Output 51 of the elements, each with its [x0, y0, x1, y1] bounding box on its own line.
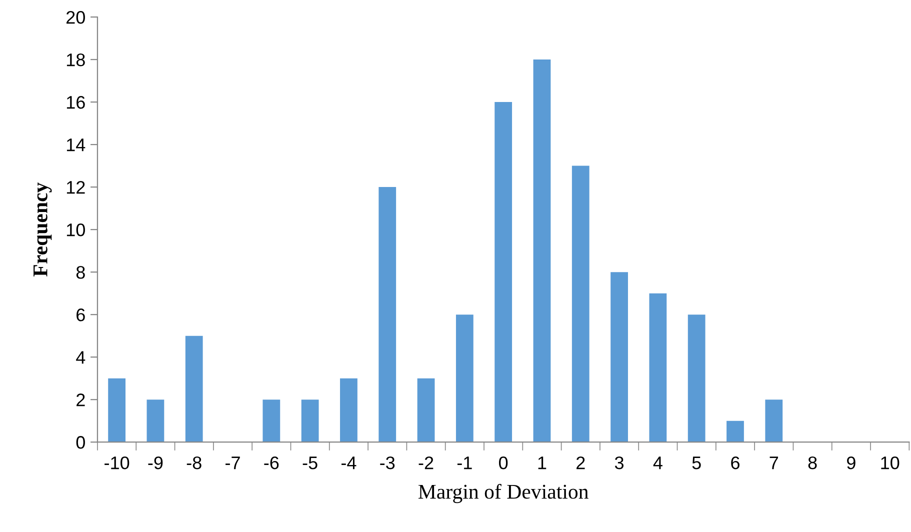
bar [262, 400, 280, 442]
y-axis-title: Frequency [34, 182, 52, 276]
y-tick-label: 6 [76, 308, 85, 322]
bar [494, 102, 512, 442]
y-tick-label: 0 [76, 436, 85, 449]
bar [649, 293, 667, 442]
bar [417, 378, 435, 442]
x-tick-label: -7 [226, 456, 240, 470]
x-tick-label: 5 [692, 456, 701, 470]
bar [378, 187, 396, 442]
bar [146, 400, 164, 442]
x-tick-label: 0 [499, 456, 508, 470]
y-tick-label: 12 [66, 180, 85, 194]
bar [765, 400, 783, 442]
x-tick-label: -10 [104, 456, 130, 470]
x-tick-label: 10 [881, 456, 900, 470]
y-tick-label: 14 [66, 138, 86, 152]
x-tick-label: -8 [186, 456, 202, 470]
bar [185, 336, 203, 442]
bar [456, 314, 474, 442]
y-tick-label: 8 [76, 266, 85, 279]
x-tick-label: 8 [808, 456, 817, 470]
x-tick-label: 7 [770, 456, 778, 470]
x-tick-label: -5 [302, 456, 318, 470]
x-tick-label: 4 [653, 456, 662, 470]
bar [572, 166, 590, 442]
bar [533, 60, 551, 442]
x-tick-label: 9 [847, 456, 856, 470]
bar [108, 378, 126, 442]
x-tick-label: -6 [264, 456, 279, 470]
x-tick-label: 6 [731, 456, 740, 470]
y-tick-label: 10 [66, 223, 85, 236]
y-tick-label: 2 [76, 394, 85, 406]
x-tick-label: -2 [418, 456, 434, 470]
x-tick-label: 2 [576, 456, 585, 470]
y-tick-label: 18 [66, 53, 85, 66]
y-tick-label: 16 [66, 96, 85, 109]
x-tick-label: -4 [341, 456, 356, 470]
bar [610, 272, 628, 442]
x-axis-title: Margin of Deviation [418, 484, 588, 504]
y-tick-label: 4 [76, 351, 86, 364]
x-tick-label: 1 [538, 456, 546, 470]
x-tick-label: -1 [457, 456, 472, 470]
x-tick-label: -3 [380, 456, 395, 470]
bar [340, 378, 358, 442]
bar [726, 420, 744, 442]
bar [688, 314, 706, 442]
x-tick-label: 3 [614, 456, 624, 470]
x-tick-label: -9 [148, 456, 163, 470]
bar [301, 400, 319, 442]
y-tick-label: 20 [66, 10, 85, 24]
